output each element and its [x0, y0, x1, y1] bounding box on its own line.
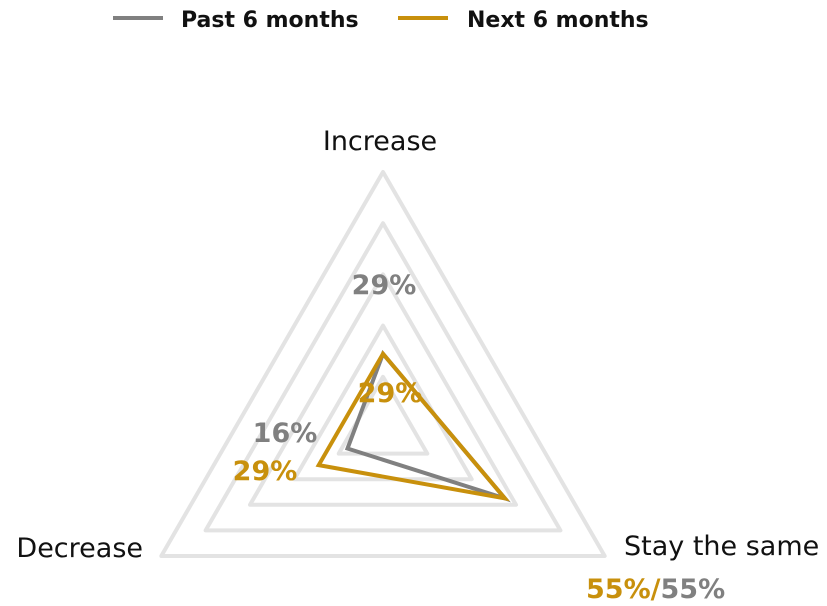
- grid-ring-2: [292, 323, 474, 482]
- data-label-next-increase: 29%: [358, 378, 423, 409]
- grid-ring-4: [203, 221, 563, 533]
- radar-grid: [159, 170, 607, 558]
- data-label-past-increase: 29%: [352, 270, 417, 301]
- axis-label-decrease: Decrease: [16, 533, 143, 564]
- data-label-past-stay: 55%: [661, 574, 726, 605]
- grid-ring-3: [248, 272, 518, 507]
- legend-label-next: Next 6 months: [467, 8, 649, 33]
- data-label-past-decrease: 16%: [253, 418, 318, 449]
- legend-label-past: Past 6 months: [181, 8, 359, 33]
- radar-series: [315, 349, 511, 503]
- legend: Past 6 months Next 6 months: [113, 8, 649, 33]
- data-label-next-decrease: 29%: [233, 456, 298, 487]
- axis-label-stay-the-same: Stay the same: [624, 531, 819, 562]
- series-polygon-next: [315, 350, 510, 502]
- data-label-next-stay: 55%/: [586, 574, 661, 605]
- data-label-stay-the-same: 55%/55%: [586, 574, 725, 605]
- axis-label-increase: Increase: [323, 126, 437, 157]
- grid-ring-5: [159, 170, 607, 558]
